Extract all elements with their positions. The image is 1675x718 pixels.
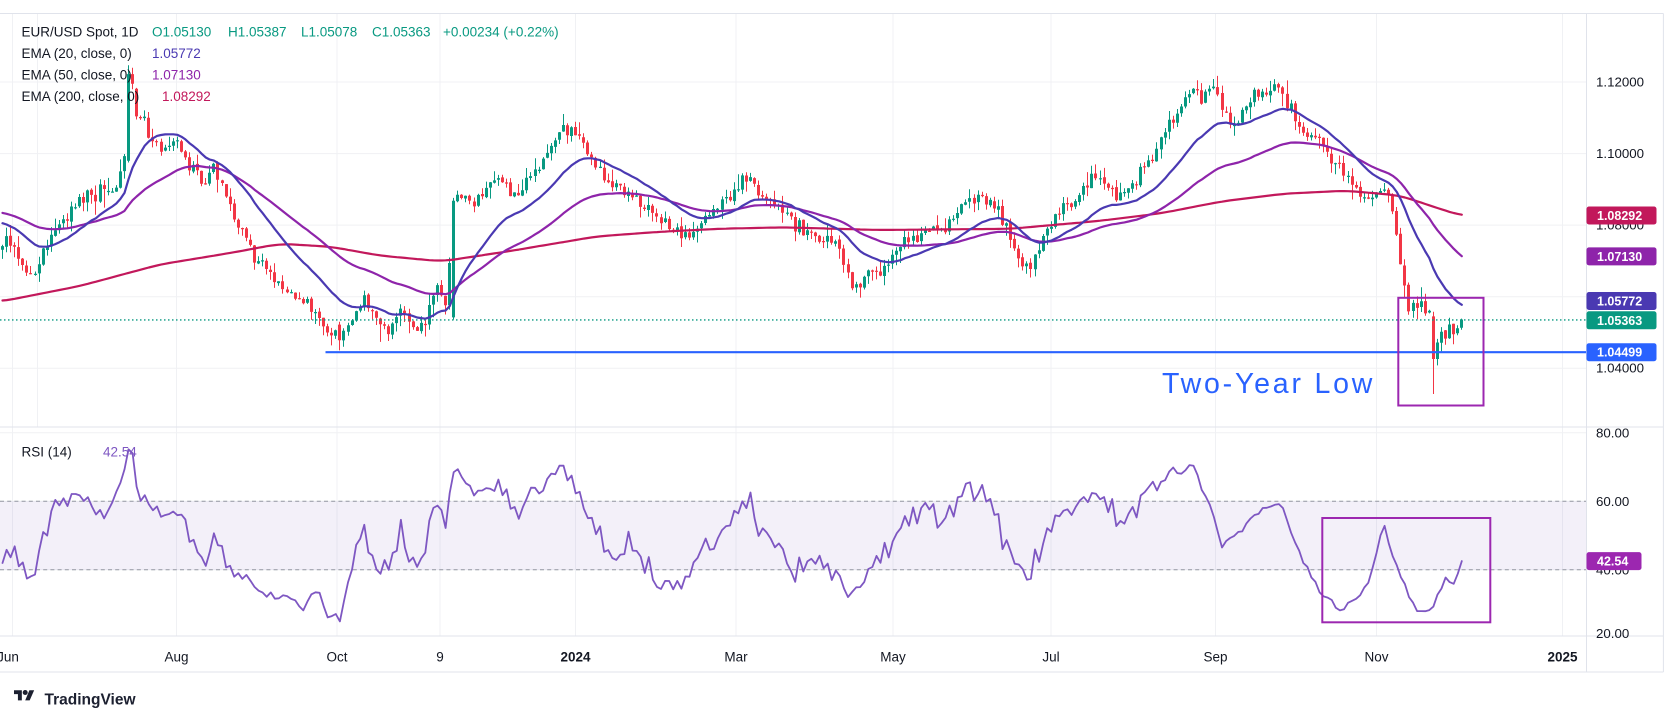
svg-text:TradingView: TradingView (45, 692, 137, 709)
svg-text:EUR/USD Spot, 1D: EUR/USD Spot, 1D (22, 25, 139, 40)
svg-text:20.00: 20.00 (1596, 626, 1629, 641)
svg-text:Two-Year Low: Two-Year Low (1162, 368, 1375, 400)
svg-text:H1.05387: H1.05387 (228, 25, 287, 40)
svg-text:1.08292: 1.08292 (162, 89, 211, 104)
svg-text:1.07130: 1.07130 (152, 68, 201, 83)
svg-text:Jun: Jun (0, 650, 19, 665)
svg-text:Sep: Sep (1203, 650, 1227, 665)
svg-text:EMA (50, close, 0): EMA (50, close, 0) (22, 68, 132, 83)
svg-text:1.10000: 1.10000 (1596, 146, 1644, 161)
svg-text:C1.05363: C1.05363 (372, 25, 431, 40)
svg-text:1.05363: 1.05363 (1597, 314, 1642, 328)
svg-text:1.08292: 1.08292 (1597, 209, 1642, 223)
svg-text:80.00: 80.00 (1596, 425, 1629, 440)
svg-text:May: May (880, 650, 906, 665)
svg-text:Jul: Jul (1042, 650, 1059, 665)
svg-text:O1.05130: O1.05130 (152, 25, 211, 40)
svg-text:+0.00234 (+0.22%): +0.00234 (+0.22%) (443, 25, 559, 40)
svg-text:EMA (200, close, 0): EMA (200, close, 0) (22, 89, 140, 104)
svg-text:60.00: 60.00 (1596, 494, 1629, 509)
svg-text:RSI (14): RSI (14) (22, 445, 72, 460)
svg-text:9: 9 (436, 650, 444, 665)
svg-text:Mar: Mar (724, 650, 748, 665)
svg-text:Aug: Aug (164, 650, 188, 665)
svg-text:1.07130: 1.07130 (1597, 250, 1642, 264)
svg-text:EMA (20, close, 0): EMA (20, close, 0) (22, 46, 132, 61)
svg-text:42.54: 42.54 (1597, 555, 1628, 569)
svg-text:1.05772: 1.05772 (152, 46, 201, 61)
svg-text:Oct: Oct (326, 650, 347, 665)
svg-text:L1.05078: L1.05078 (301, 25, 357, 40)
svg-text:1.12000: 1.12000 (1596, 75, 1644, 90)
svg-text:2024: 2024 (560, 650, 591, 665)
svg-text:1.04499: 1.04499 (1597, 346, 1642, 360)
svg-text:42.54: 42.54 (103, 445, 137, 460)
svg-text:1.05772: 1.05772 (1597, 295, 1642, 309)
svg-text:1.04000: 1.04000 (1596, 361, 1644, 376)
svg-text:2025: 2025 (1547, 650, 1578, 665)
svg-text:Nov: Nov (1364, 650, 1388, 665)
